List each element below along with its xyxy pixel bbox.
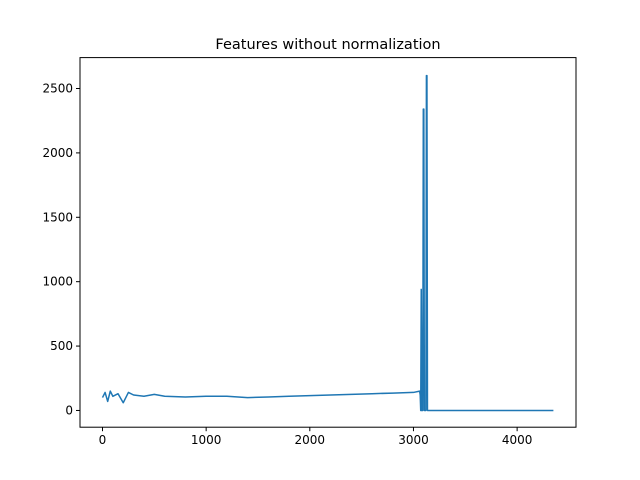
- y-tick-label: 1000: [42, 275, 73, 289]
- chart-title: Features without normalization: [215, 37, 440, 53]
- axis-ticks: 0 1000 2000 3000 4000 0 500 1000 1500 2000 2500: [42, 82, 532, 448]
- x-tick-label: 1000: [191, 433, 222, 447]
- x-tick-label: 4000: [502, 433, 533, 447]
- x-tick-label: 2000: [295, 433, 326, 447]
- y-tick-label: 2500: [42, 82, 73, 96]
- y-tick-label: 1500: [42, 210, 73, 224]
- y-tick-label: 2000: [42, 146, 73, 160]
- y-tick-label: 0: [65, 403, 73, 417]
- plot-area: [101, 74, 554, 412]
- y-tick-label: 500: [50, 339, 73, 353]
- x-tick-label: 0: [99, 433, 107, 447]
- series-line-0: [101, 74, 554, 412]
- x-tick-label: 3000: [398, 433, 429, 447]
- axes-frame: [79, 57, 577, 428]
